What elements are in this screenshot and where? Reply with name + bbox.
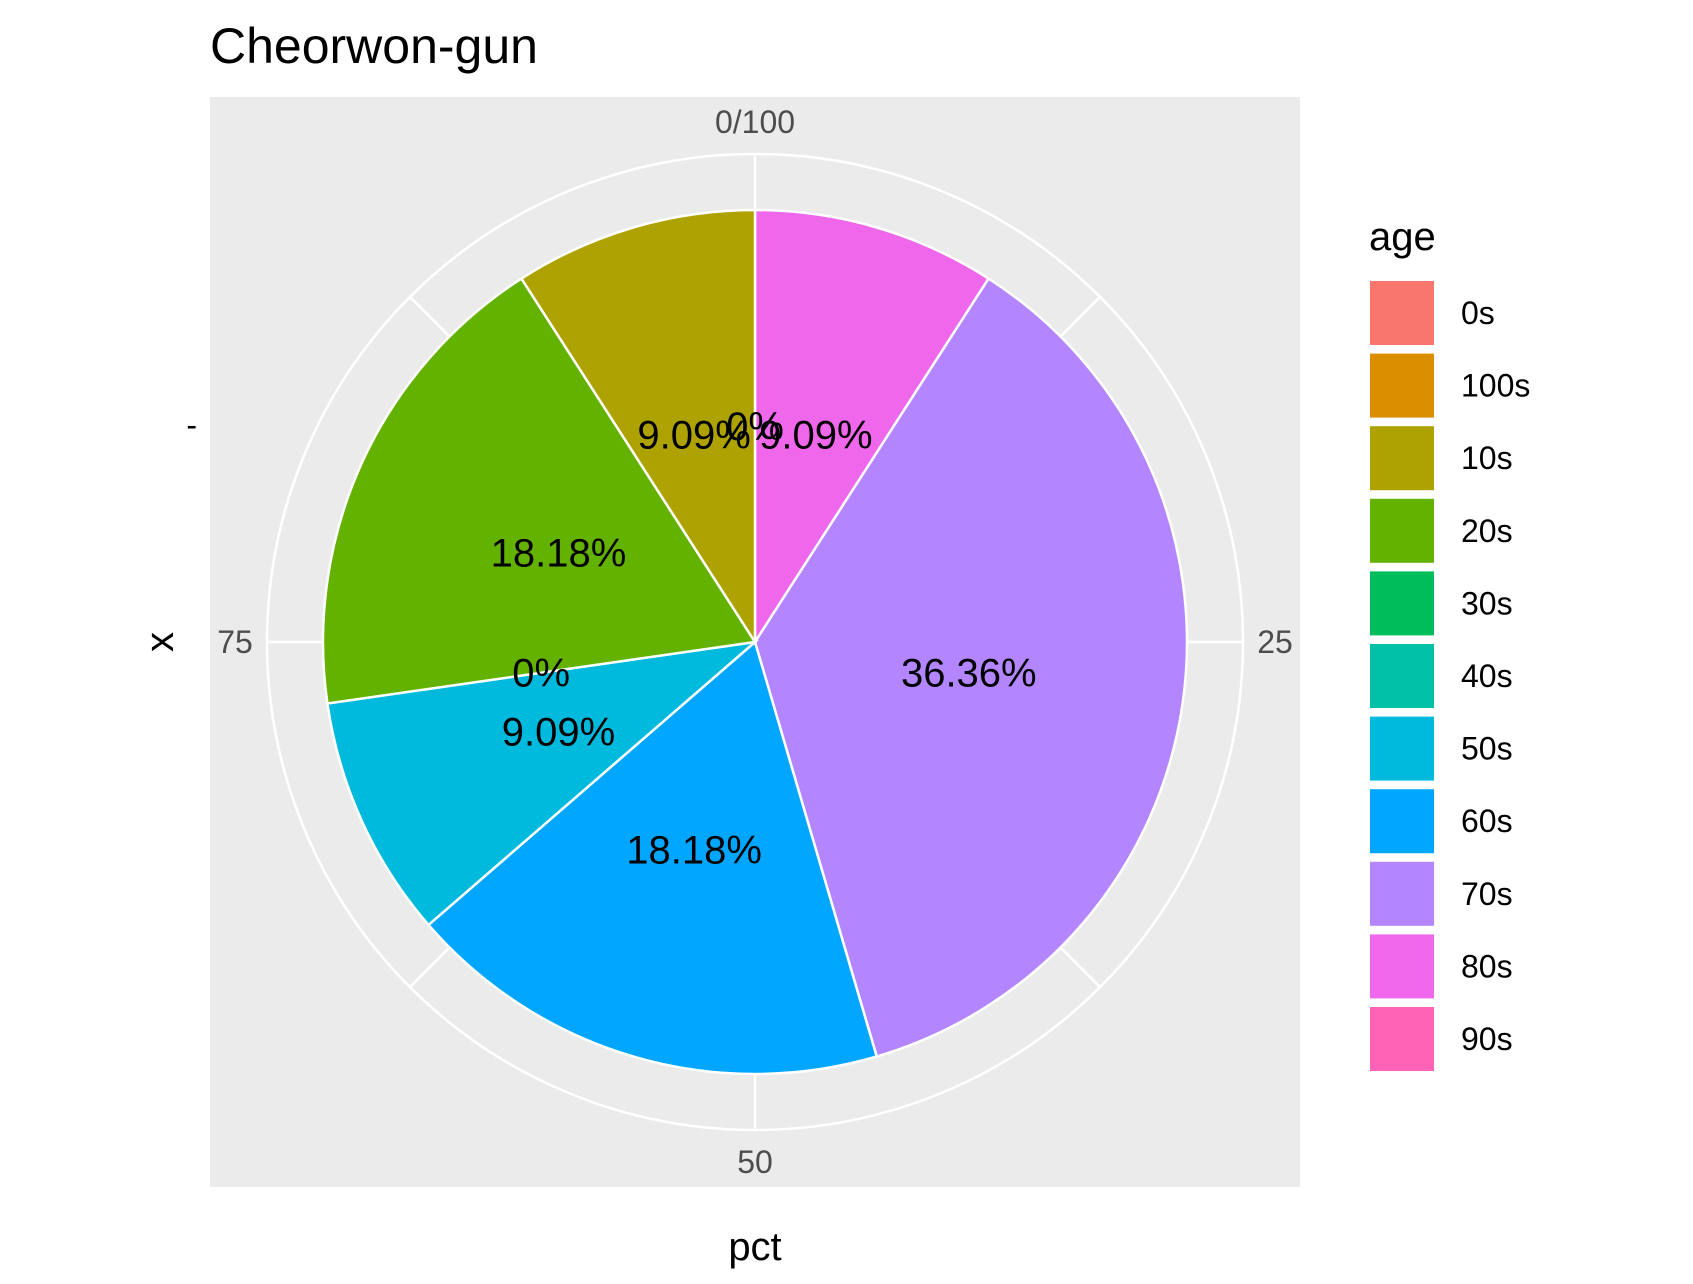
legend-label-100s: 100s — [1461, 368, 1530, 404]
pie-slice-70s — [753, 276, 1189, 1059]
angular-tick-label: 50 — [737, 1144, 773, 1180]
legend-key-40s — [1368, 642, 1436, 710]
legend-key-20s — [1368, 496, 1436, 565]
legend-key-50s — [1368, 714, 1436, 783]
legend-key-0s — [1368, 279, 1436, 347]
legend-label-90s: 90s — [1461, 1021, 1513, 1057]
slice-label-50s: 9.09% — [502, 711, 615, 755]
slice-label-0s: 0% — [726, 405, 784, 449]
slice-label-10s: 9.09% — [637, 414, 750, 458]
slice-layer — [321, 208, 1189, 1076]
legend-label-60s: 60s — [1461, 803, 1513, 839]
legend-key-70s — [1368, 859, 1436, 928]
legend-label-80s: 80s — [1461, 948, 1513, 984]
legend-label-30s: 30s — [1461, 585, 1513, 621]
legend-key-100s — [1368, 351, 1436, 420]
legend-title: age — [1369, 215, 1436, 259]
slice-label-80s: 9.09% — [759, 414, 872, 458]
pie-slice-60s — [426, 639, 879, 1076]
legend-key-80s — [1368, 932, 1436, 1001]
pie-slice-80s — [753, 208, 991, 647]
angular-tick-layer: 0/100 25 50 75 — [217, 104, 1293, 1180]
legend-label-20s: 20s — [1461, 513, 1513, 549]
legend-label-70s: 70s — [1461, 876, 1513, 912]
angular-tick-label: 25 — [1257, 624, 1293, 660]
slice-label-20s: 18.18% — [491, 531, 627, 575]
legend: age 0s 100s 10s 20s 30s 40s 50s 60s 70s 80s 90s — [1368, 215, 1530, 1073]
chart-title: Cheorwon-gun — [210, 18, 538, 74]
legend-key-90s — [1368, 1005, 1436, 1073]
legend-key-10s — [1368, 424, 1436, 493]
legend-label-0s: 0s — [1461, 295, 1495, 331]
legend-label-10s: 10s — [1461, 440, 1513, 476]
slice-label-60s: 18.18% — [626, 828, 762, 872]
slice-label-70s: 36.36% — [901, 652, 1037, 696]
slice-label-layer: 9.09%36.36%18.18%9.09%0%18.18%9.09%0% — [491, 405, 1037, 872]
x-axis-title: pct — [728, 1225, 781, 1269]
y-axis-title: x — [138, 632, 182, 652]
y-tick-label: - — [186, 407, 197, 443]
slice-label-40s: 0% — [512, 652, 570, 696]
legend-key-60s — [1368, 787, 1436, 856]
legend-label-50s: 50s — [1461, 731, 1513, 767]
legend-key-30s — [1368, 569, 1436, 638]
pie-slice-50s — [325, 640, 760, 927]
pie-slice-20s — [321, 276, 758, 705]
legend-items: 0s 100s 10s 20s 30s 40s 50s 60s 70s 80s 90s — [1368, 279, 1530, 1073]
angular-tick-label: 75 — [217, 624, 253, 660]
angular-tick-label: 0/100 — [715, 104, 795, 140]
pie-slice-10s — [519, 208, 757, 647]
legend-label-40s: 40s — [1461, 658, 1513, 694]
